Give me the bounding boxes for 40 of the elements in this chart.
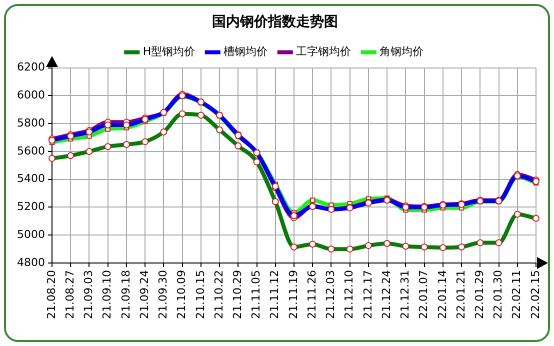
x-tick-label: 22.01.21: [454, 270, 468, 319]
legend-label: H型钢均价: [142, 45, 196, 58]
x-tick-label: 22.02.15: [528, 270, 542, 319]
x-tick-label: 22.01.30: [492, 270, 505, 319]
y-tick-label: 5400: [16, 172, 45, 186]
x-tick-label: 21.09.30: [156, 270, 170, 319]
x-tick-label: 21.11.26: [305, 270, 318, 319]
x-tick-label: 21.08.20: [44, 270, 58, 319]
x-tick-label: 22.01.29: [473, 270, 486, 319]
x-tick-label: 21.09.18: [119, 270, 132, 319]
x-tick-label: 21.12.31: [398, 270, 412, 319]
x-tick-label: 21.10.09: [175, 270, 188, 319]
x-tick-label: 21.09.24: [138, 270, 151, 319]
x-tick-label: 21.09.10: [100, 270, 114, 319]
x-tick-label: 22.02.11: [510, 270, 524, 319]
y-tick-label: 4800: [16, 256, 45, 269]
x-tick-label: 21.10.22: [212, 270, 226, 319]
legend-label: 槽钢均价: [224, 45, 268, 58]
x-tick-label: 21.11.19: [286, 270, 300, 319]
legend-label: 工字钢均价: [296, 45, 352, 58]
y-tick-label: 5200: [16, 200, 45, 214]
x-tick-label: 21.12.10: [342, 270, 356, 319]
legend-label: 角钢均价: [380, 45, 424, 58]
y-tick-label: 5600: [16, 144, 45, 158]
x-tick-label: 21.11.12: [268, 270, 282, 319]
x-tick-label: 22.01.14: [436, 270, 449, 319]
chart-title: 国内钢价指数走势图: [212, 14, 338, 30]
x-tick-label: 21.09.03: [82, 270, 96, 319]
x-tick-label: 21.12.03: [324, 270, 338, 319]
x-tick-label: 21.12.24: [380, 270, 393, 319]
x-tick-label: 21.10.29: [231, 270, 244, 319]
y-tick-label: 6200: [16, 60, 45, 74]
x-tick-label: 21.10.15: [194, 270, 207, 319]
y-tick-label: 5800: [16, 116, 45, 130]
x-tick-label: 21.12.17: [361, 270, 374, 319]
y-tick-label: 6000: [16, 88, 45, 102]
x-tick-label: 21.08.27: [63, 270, 76, 319]
x-tick-label: 21.11.05: [250, 270, 263, 319]
x-tick-label: 22.01.07: [417, 270, 430, 319]
y-tick-label: 5000: [16, 228, 45, 241]
